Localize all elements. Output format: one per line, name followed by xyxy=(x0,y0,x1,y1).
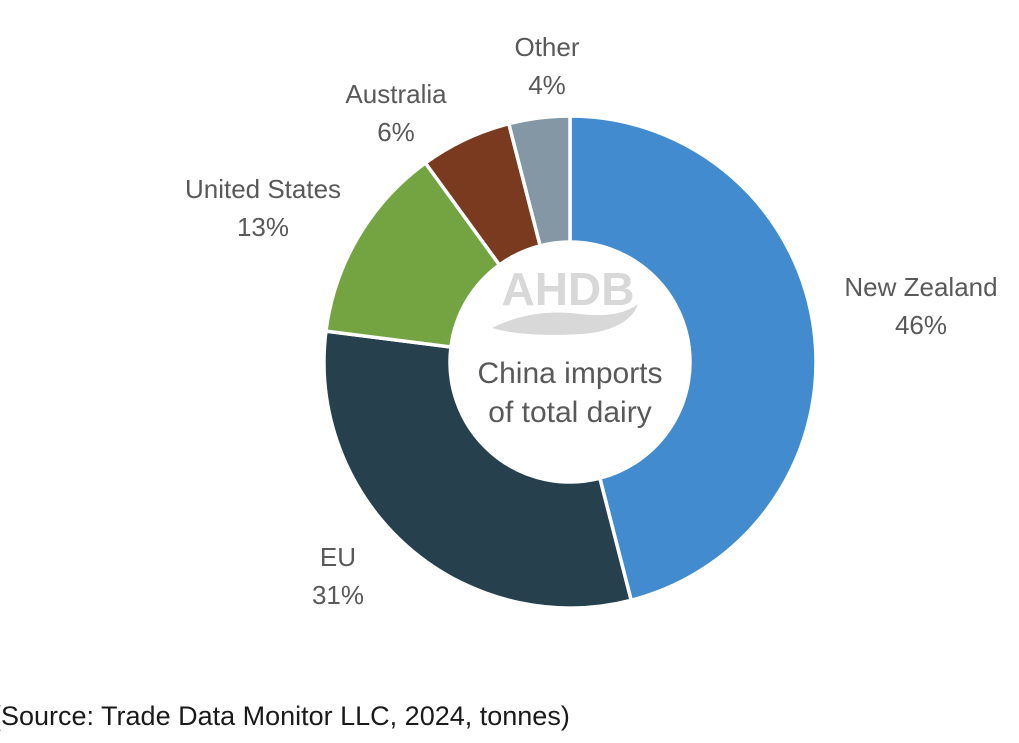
slice-label-united-states: United States 13% xyxy=(185,170,341,246)
slice-label-united-states-pct: 13% xyxy=(236,212,290,242)
slice-new-zealand xyxy=(568,114,818,603)
slice-label-united-states-name: United States xyxy=(184,174,342,204)
slice-label-new-zealand-pct: 46% xyxy=(894,310,948,340)
source-note: (Source: Trade Data Monitor LLC, 2024, t… xyxy=(0,701,570,731)
slice-label-australia: Australia 6% xyxy=(345,75,446,151)
slice-united-states xyxy=(324,161,502,349)
slice-label-other: Other 4% xyxy=(514,28,579,104)
ahdb-logo-watermark: AHDB xyxy=(492,264,638,335)
slice-label-australia-pct: 6% xyxy=(377,117,415,147)
ahdb-logo-text: AHDB xyxy=(502,264,635,315)
slice-other xyxy=(507,114,572,248)
chart-center-title-line1: China imports xyxy=(477,357,663,390)
slice-label-eu-name: EU xyxy=(319,542,357,572)
slice-label-eu: EU 31% xyxy=(312,538,364,614)
slice-eu xyxy=(322,329,633,610)
slice-label-new-zealand-name: New Zealand xyxy=(844,272,998,302)
slice-label-australia-name: Australia xyxy=(345,79,447,109)
donut-chart xyxy=(322,114,818,610)
chart-center: AHDB China imports of total dairy xyxy=(450,264,690,432)
slice-label-new-zealand: New Zealand 46% xyxy=(844,268,997,344)
slice-label-eu-pct: 31% xyxy=(311,580,365,610)
slice-label-other-name: Other xyxy=(514,32,580,62)
chart-center-title: China imports of total dairy xyxy=(450,354,690,432)
slice-label-other-pct: 4% xyxy=(528,70,566,100)
ahdb-logo-swoosh-icon xyxy=(492,304,638,335)
chart-center-title-line2: of total dairy xyxy=(488,396,652,429)
